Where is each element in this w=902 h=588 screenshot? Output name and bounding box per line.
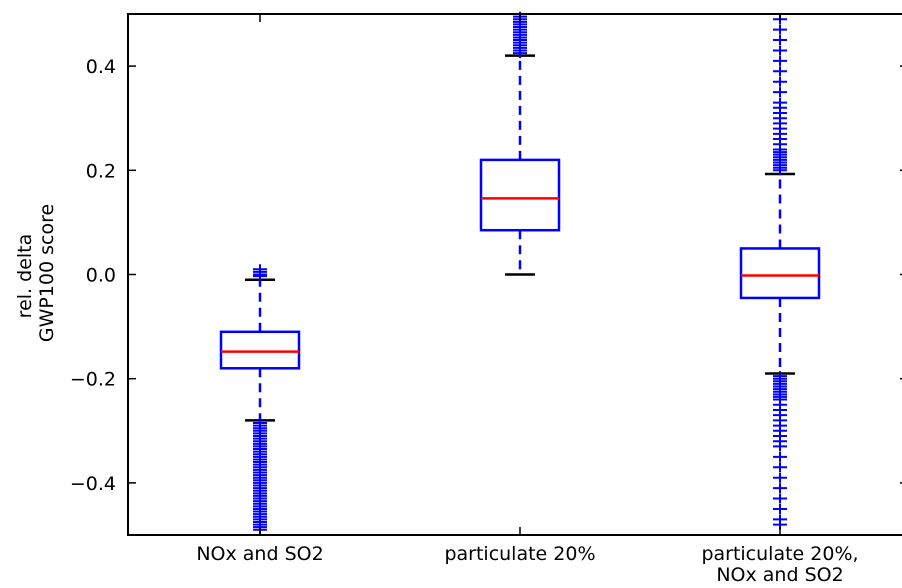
y-tick-label: −0.2: [70, 369, 116, 391]
outlier-marker: [773, 472, 787, 483]
x-tick-label: particulate 20%: [444, 543, 595, 565]
outlier-marker: [773, 45, 787, 56]
axes-frame: [127, 13, 902, 536]
x-tick-label: NOx and SO2: [716, 564, 843, 586]
outlier-marker: [773, 441, 787, 452]
y-tick-label: −0.4: [70, 473, 116, 495]
outlier-marker: [773, 503, 787, 514]
outlier-marker: [773, 76, 787, 87]
outlier-marker: [773, 66, 787, 77]
x-tick-label: particulate 20%,: [701, 543, 858, 565]
y-tick-label: 0.2: [86, 160, 116, 182]
plot-area: [219, 11, 821, 535]
iqr-box: [739, 247, 821, 300]
x-axis-ticks: NOx and SO2 particulate 20% particulate 20…: [196, 14, 859, 586]
outlier-marker: [773, 493, 787, 504]
y-tick-label: 0.4: [86, 56, 116, 78]
iqr-box: [479, 158, 561, 232]
outlier-marker: [773, 35, 787, 46]
outlier-marker: [253, 271, 267, 282]
outlier-marker: [773, 24, 787, 35]
outlier-marker: [773, 451, 787, 462]
y-axis-ticks: −0.4 −0.2 0.0 0.2 0.4: [70, 56, 902, 495]
outlier-marker: [773, 97, 787, 108]
outlier-marker: [773, 55, 787, 66]
outlier-marker: [773, 462, 787, 473]
y-axis-label-line-2: GWP100 score: [36, 204, 58, 342]
x-tick-label: NOx and SO2: [196, 543, 323, 565]
y-tick-label: 0.0: [86, 265, 116, 287]
iqr-box: [219, 330, 301, 370]
y-axis-label: rel. delta GWP100 score: [14, 204, 58, 342]
y-axis-label-line-1: rel. delta: [14, 234, 36, 319]
outlier-marker: [773, 87, 787, 98]
outlier-marker: [773, 483, 787, 494]
